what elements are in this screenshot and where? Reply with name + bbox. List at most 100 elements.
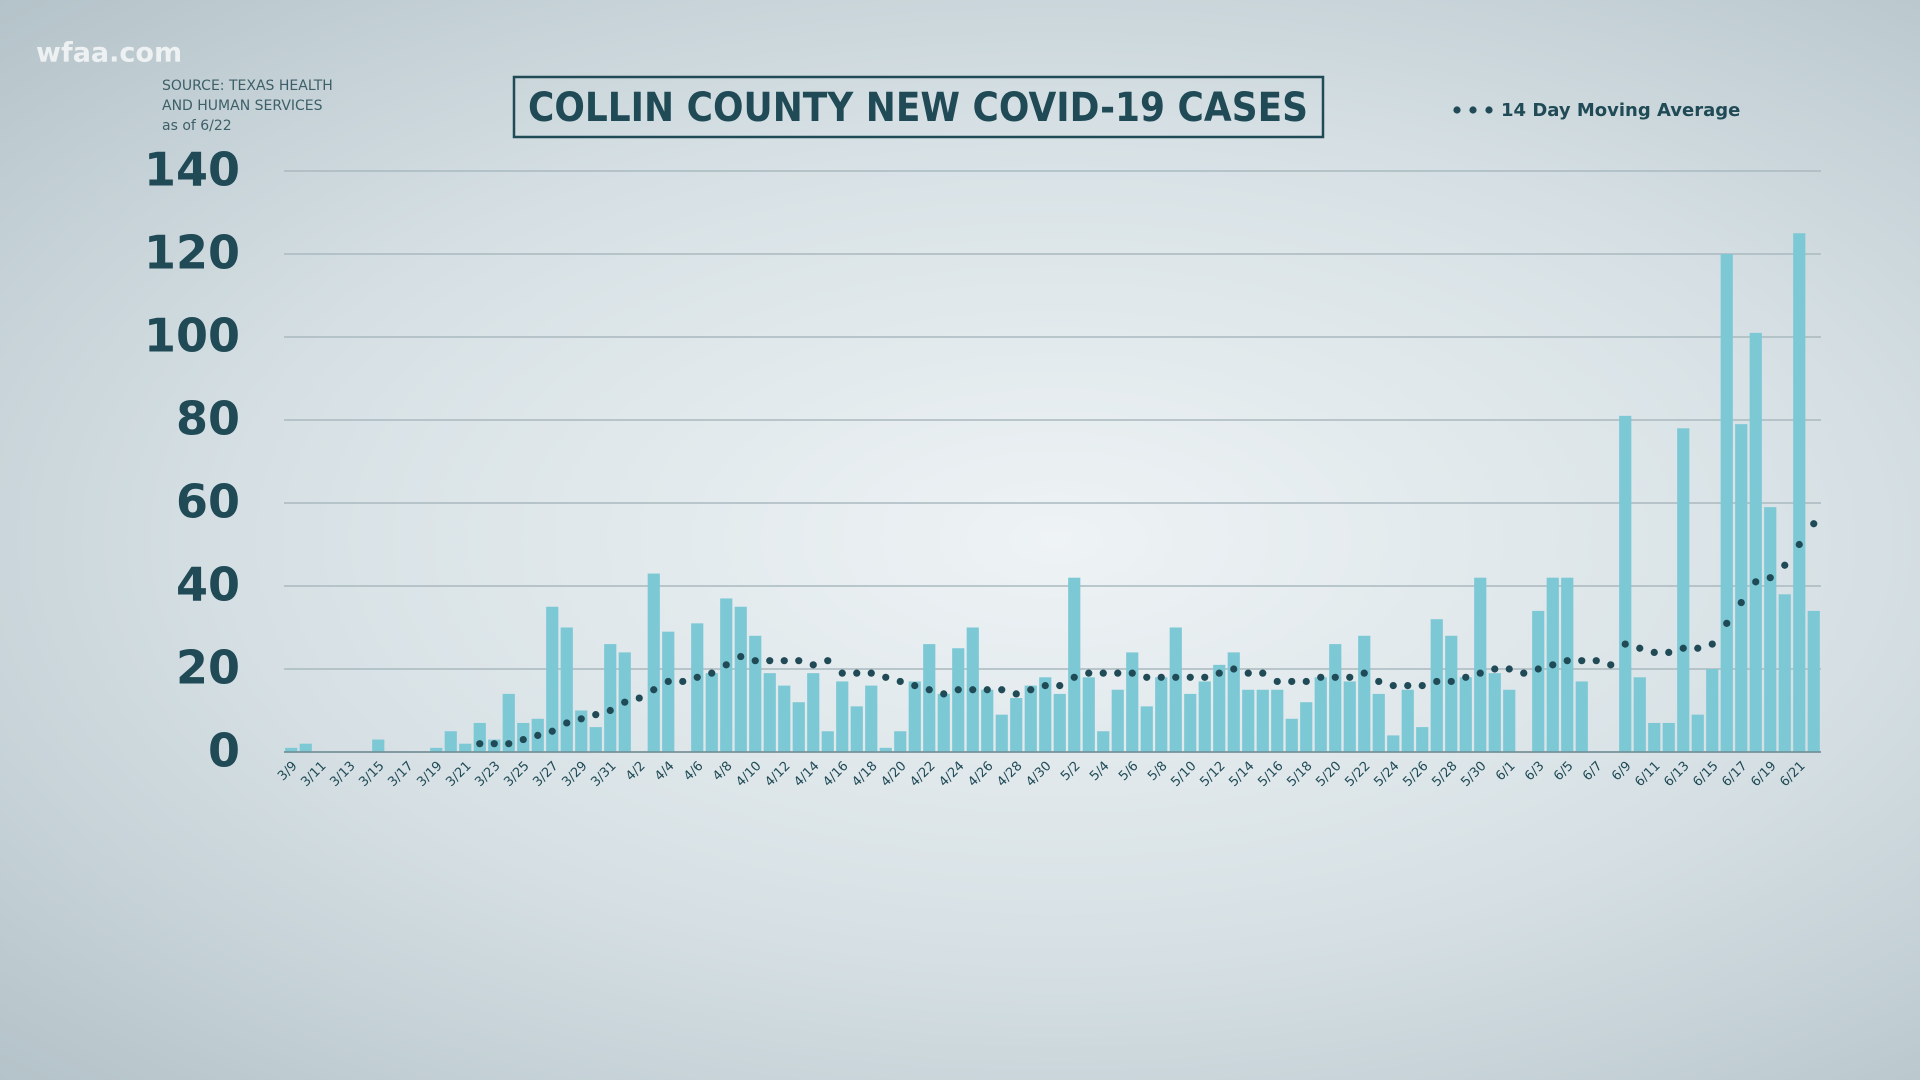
bar <box>1416 727 1429 752</box>
x-tick-label: 3/27 <box>530 759 561 790</box>
x-tick-label: 5/22 <box>1342 759 1373 790</box>
title-box <box>512 75 1325 139</box>
bar <box>836 681 849 752</box>
average-dot <box>621 698 629 706</box>
average-dot <box>1708 640 1716 648</box>
x-tick-label: 4/16 <box>820 759 851 790</box>
x-tick-label: 3/9 <box>275 759 300 784</box>
bar <box>1213 664 1226 752</box>
average-dot <box>708 669 716 677</box>
average-dot <box>1578 657 1586 665</box>
x-tick-label: 6/15 <box>1690 759 1721 790</box>
average-dot <box>1114 669 1122 677</box>
average-dot <box>766 657 774 665</box>
bar <box>1720 254 1733 752</box>
bar <box>1677 428 1690 752</box>
average-dot <box>1462 673 1470 681</box>
average-dot <box>1491 665 1499 673</box>
x-tick-label: 4/28 <box>994 759 1025 790</box>
average-dot <box>1273 677 1281 686</box>
average-dot <box>1534 665 1542 673</box>
bar <box>1198 681 1211 752</box>
average-dot <box>476 740 484 748</box>
average-dot <box>519 735 527 744</box>
x-tick-label: 5/20 <box>1313 759 1344 790</box>
average-dot <box>1027 686 1035 694</box>
x-tick-label: 3/21 <box>443 759 474 790</box>
bar <box>1082 677 1095 752</box>
average-dot <box>606 706 614 715</box>
average-dot <box>1476 669 1484 677</box>
average-dot <box>751 657 759 665</box>
bar <box>850 706 863 752</box>
bar <box>1256 689 1269 752</box>
bar <box>1662 722 1675 752</box>
average-dot <box>1375 677 1383 686</box>
x-tick-label: 4/4 <box>652 759 677 784</box>
x-tick-label: 6/17 <box>1719 759 1750 790</box>
bar <box>705 673 718 752</box>
x-tick-label: 5/6 <box>1116 759 1141 784</box>
y-tick-label: 40 <box>176 558 240 612</box>
bar <box>444 731 457 752</box>
x-tick-label: 4/12 <box>762 759 793 790</box>
average-dot <box>1766 574 1774 582</box>
average-dot <box>1433 677 1441 686</box>
x-tick-label: 4/10 <box>733 759 764 790</box>
average-dot <box>1795 540 1803 549</box>
average-dot <box>1056 682 1064 690</box>
average-dot <box>1621 640 1629 648</box>
x-tick-label: 5/30 <box>1458 759 1489 790</box>
x-tick-label: 6/9 <box>1609 759 1634 784</box>
x-tick-label: 3/19 <box>414 759 445 790</box>
x-tick-label: 5/18 <box>1284 759 1315 790</box>
source-line: AND HUMAN SERVICES <box>162 98 323 114</box>
average-dot <box>795 657 803 665</box>
bar <box>821 731 834 752</box>
average-dot <box>1143 673 1151 681</box>
average-dot <box>1505 665 1513 673</box>
average-dot <box>1070 673 1078 681</box>
average-dot <box>969 686 977 694</box>
bar <box>589 727 602 752</box>
bar <box>1619 415 1632 752</box>
bar <box>691 623 704 752</box>
legend-dot <box>1469 106 1477 114</box>
average-dot <box>534 731 542 740</box>
average-dot <box>896 677 904 686</box>
legend-dot <box>1453 106 1461 114</box>
bar <box>1387 735 1400 752</box>
average-dot <box>563 719 571 727</box>
average-dot <box>780 657 788 665</box>
average-dot <box>1172 673 1180 681</box>
x-tick-label: 5/2 <box>1058 759 1083 784</box>
x-tick-label: 3/11 <box>298 759 329 790</box>
average-dot <box>1404 682 1412 690</box>
bar <box>778 685 791 752</box>
average-dot <box>1012 690 1020 698</box>
average-dot <box>1259 669 1267 677</box>
x-tick-label: 4/6 <box>681 759 706 784</box>
average-dot <box>1244 669 1252 677</box>
bar <box>1242 689 1255 752</box>
average-dot <box>824 657 832 665</box>
bar <box>807 673 820 752</box>
average-dot <box>1781 561 1789 569</box>
legend-dot <box>1485 106 1493 114</box>
bar <box>1648 722 1661 752</box>
bar <box>1633 677 1646 752</box>
x-tick-label: 5/16 <box>1255 759 1286 790</box>
bar <box>1285 718 1298 752</box>
average-dot <box>1520 669 1528 677</box>
bar <box>749 635 762 752</box>
bar <box>1445 635 1458 752</box>
bar <box>459 743 472 752</box>
average-dot <box>1723 619 1731 627</box>
bar <box>560 627 573 752</box>
bar <box>285 747 298 752</box>
bar <box>473 722 486 752</box>
bar <box>1430 619 1443 752</box>
average-dot <box>911 682 919 690</box>
bar <box>1561 577 1574 752</box>
